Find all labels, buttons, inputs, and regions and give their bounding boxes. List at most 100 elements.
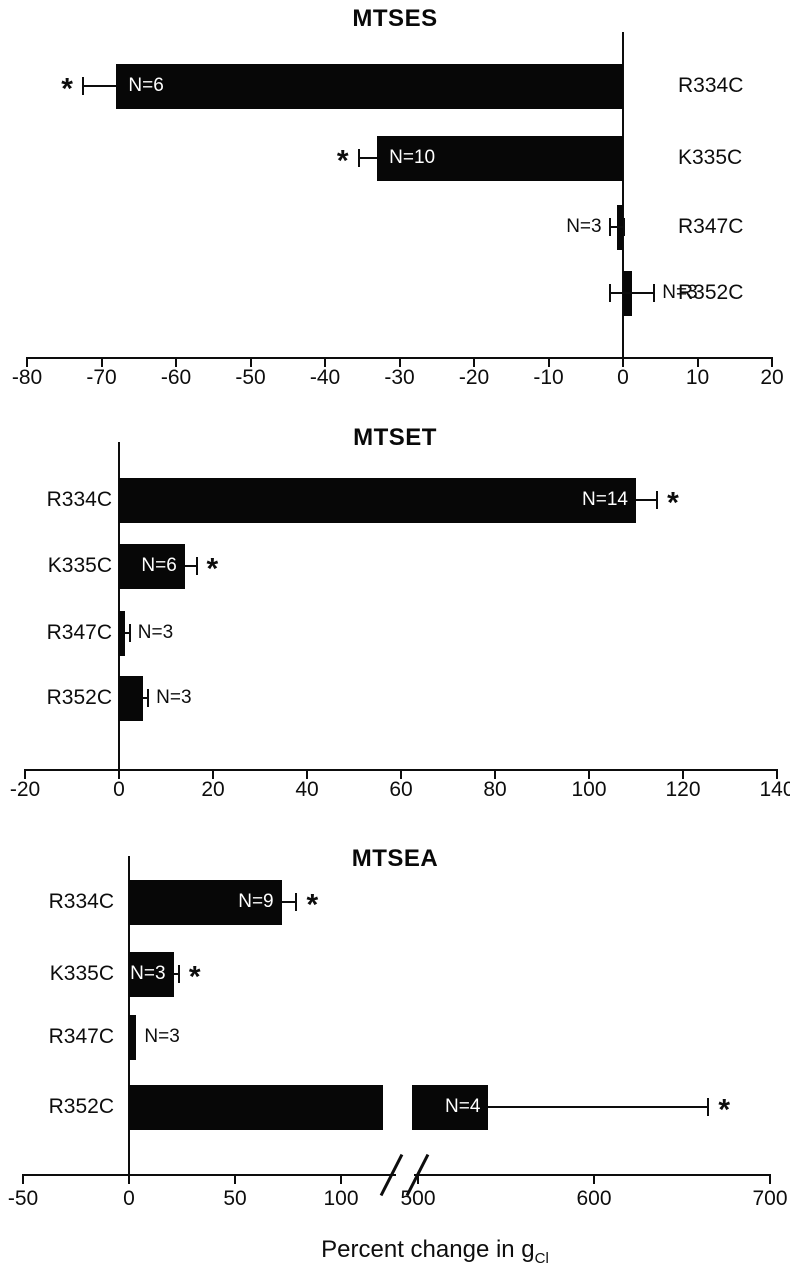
axis-tick <box>175 357 177 367</box>
axis-tick <box>24 769 26 779</box>
axis-tick <box>417 1174 419 1184</box>
error-cap-K335C <box>357 149 360 167</box>
significance-asterisk: * <box>667 486 679 520</box>
n-count-label: N=3 <box>137 622 174 643</box>
axis-tick <box>340 1174 342 1184</box>
error-cap-R334C <box>81 77 84 95</box>
axis-tick-label: -60 <box>160 366 192 389</box>
error-cap-K335C <box>177 965 180 983</box>
error-cap-R334C <box>295 893 298 911</box>
axis-tick <box>622 357 624 367</box>
axis-tick <box>776 769 778 779</box>
axis-tick <box>249 357 252 367</box>
x-axis <box>414 1174 770 1176</box>
bar-R347C <box>119 610 126 656</box>
bar-K335C <box>129 951 174 997</box>
bar-K335C <box>119 543 185 589</box>
significance-asterisk: * <box>188 960 201 994</box>
axis-tick <box>588 769 590 779</box>
axis-tick <box>593 1174 595 1184</box>
axis-tick <box>400 769 402 779</box>
bar-R347C <box>129 1014 137 1060</box>
axis-tick-label: 120 <box>665 778 701 801</box>
axis-tick-label: 40 <box>295 778 319 801</box>
x-axis <box>23 1174 396 1176</box>
error-bar-R334C <box>281 901 297 903</box>
category-label-R347C: R347C <box>678 215 744 238</box>
axis-tick <box>324 357 326 367</box>
axis-tick-label: 10 <box>685 366 710 389</box>
significance-asterisk: * <box>718 1093 731 1127</box>
axis-tick-label: 80 <box>483 778 507 801</box>
zero-gridline <box>622 32 624 357</box>
error-bar-K335C <box>173 973 179 975</box>
axis-tick-label: -50 <box>235 366 266 389</box>
axis-tick-label: -10 <box>533 366 564 389</box>
bar-R352C <box>119 675 144 721</box>
error-bar-R347C <box>125 632 130 634</box>
bar-R334C <box>119 477 636 523</box>
chart-title-mtses: MTSES <box>352 5 438 32</box>
error-cap-K335C <box>195 557 198 575</box>
n-count-label: N=3 <box>662 282 698 303</box>
category-label-R334C: R334C <box>48 890 114 913</box>
error-cap-R352C <box>608 284 611 302</box>
axis-tick-label: 600 <box>576 1187 612 1210</box>
error-bar-R352C <box>488 1106 709 1108</box>
axis-tick-label: 100 <box>323 1187 359 1210</box>
error-cap-R352C <box>147 689 150 707</box>
axis-tick <box>26 357 28 367</box>
n-count-label: N=6 <box>141 555 177 576</box>
error-bar-K335C <box>358 157 378 159</box>
axis-tick-label: -20 <box>9 778 41 801</box>
error-cap-R352C <box>653 284 656 302</box>
error-cap-R352C <box>707 1098 710 1116</box>
error-bar-R352C <box>143 697 149 699</box>
axis-tick-label: 700 <box>752 1187 788 1210</box>
category-label-K335C: K335C <box>49 962 114 985</box>
x-axis-label-subscript: Cl <box>534 1250 549 1267</box>
axis-tick-label: 500 <box>400 1187 436 1210</box>
n-count-label: N=14 <box>582 489 628 510</box>
significance-asterisk: * <box>61 72 73 106</box>
axis-tick-label: 0 <box>617 366 629 389</box>
category-label-K335C: K335C <box>678 146 743 169</box>
n-count-label: N=3 <box>156 687 192 708</box>
bar-R334C <box>116 63 623 109</box>
significance-asterisk: * <box>336 144 349 178</box>
category-label-R352C: R352C <box>48 1095 114 1118</box>
bar-R352C <box>129 1084 383 1130</box>
error-bar-R352C <box>609 292 655 294</box>
axis-tick <box>473 357 475 367</box>
axis-tick-label: -40 <box>309 366 341 389</box>
n-count-label: N=3 <box>566 216 602 237</box>
axis-tick <box>547 357 550 367</box>
axis-tick-label: 50 <box>223 1187 247 1210</box>
bar-R352C-after-break <box>412 1084 489 1130</box>
error-bar-K335C <box>184 565 197 567</box>
n-count-label: N=6 <box>128 75 164 96</box>
error-cap-R347C <box>623 218 626 236</box>
n-count-label: N=10 <box>389 147 436 168</box>
axis-tick-label: 140 <box>759 778 790 801</box>
error-cap-R347C <box>608 218 611 236</box>
axis-tick-label: -20 <box>458 366 490 389</box>
category-label-R334C: R334C <box>678 74 744 97</box>
error-bar-R334C <box>636 499 658 501</box>
category-label-R347C: R347C <box>48 1025 114 1048</box>
axis-tick <box>682 769 684 779</box>
axis-tick-label: -30 <box>384 366 415 389</box>
chart-title-mtsea: MTSEA <box>351 845 439 872</box>
axis-tick <box>128 1174 130 1184</box>
chart-title-mtset: MTSET <box>353 424 437 451</box>
n-count-label: N=3 <box>144 1026 180 1047</box>
axis-tick <box>306 769 308 779</box>
axis-tick-label: 0 <box>113 778 125 801</box>
axis-tick <box>234 1174 236 1184</box>
axis-tick <box>769 1174 771 1184</box>
x-axis-label-main: Percent change in g <box>321 1236 535 1263</box>
axis-tick <box>398 357 401 367</box>
zero-gridline <box>118 442 120 769</box>
category-label-K335C: K335C <box>47 554 112 577</box>
